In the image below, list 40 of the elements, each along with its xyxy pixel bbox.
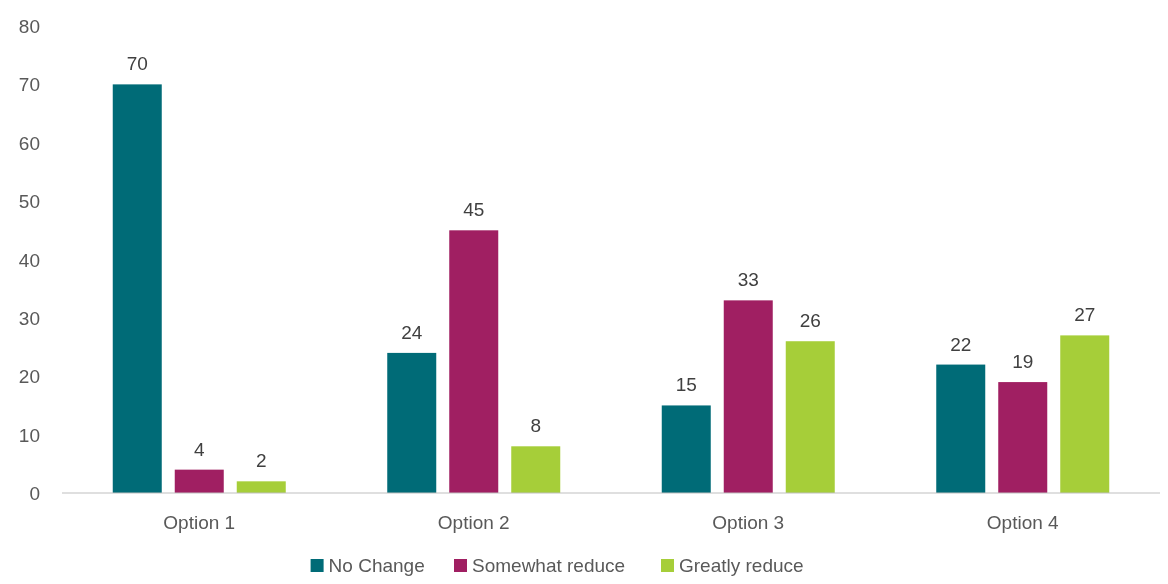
- legend-label: Greatly reduce: [679, 555, 804, 576]
- y-tick-label: 50: [18, 191, 40, 213]
- data-label: 70: [126, 53, 148, 75]
- bar: [511, 446, 561, 493]
- y-tick-label: 80: [18, 16, 40, 37]
- bar: [998, 382, 1048, 493]
- y-tick-label: 0: [29, 483, 40, 504]
- legend-label: Somewhat reduce: [472, 555, 626, 576]
- bar: [723, 300, 773, 493]
- bar: [785, 341, 835, 493]
- bar: [236, 481, 286, 493]
- x-tick-label: Option 3: [712, 512, 785, 533]
- x-tick-label: Option 2: [437, 512, 510, 533]
- data-label: 19: [1012, 351, 1034, 373]
- y-tick-label: 10: [18, 424, 40, 446]
- data-label: 22: [950, 333, 972, 355]
- bar: [387, 352, 437, 493]
- data-label: 33: [737, 269, 759, 291]
- data-label: 15: [675, 374, 697, 396]
- y-tick-label: 70: [18, 74, 40, 96]
- data-label: 8: [530, 415, 542, 437]
- data-label: 27: [1074, 304, 1096, 326]
- y-tick-label: 30: [18, 307, 40, 329]
- y-tick-label: 40: [18, 249, 40, 271]
- data-label: 4: [193, 438, 205, 460]
- bar: [936, 364, 986, 493]
- legend-label: No Change: [328, 555, 425, 576]
- bar: [112, 84, 162, 493]
- bar: [661, 405, 711, 493]
- data-label: 2: [255, 450, 267, 472]
- bar: [174, 469, 224, 493]
- y-tick-label: 60: [18, 132, 40, 154]
- x-tick-label: Option 4: [986, 512, 1060, 533]
- x-tick-label: Option 1: [163, 512, 236, 533]
- bar: [1060, 335, 1110, 493]
- data-label: 45: [463, 199, 485, 221]
- y-tick-label: 20: [18, 366, 40, 388]
- bar: [449, 230, 499, 493]
- data-label: 24: [401, 321, 423, 343]
- data-label: 26: [799, 310, 821, 332]
